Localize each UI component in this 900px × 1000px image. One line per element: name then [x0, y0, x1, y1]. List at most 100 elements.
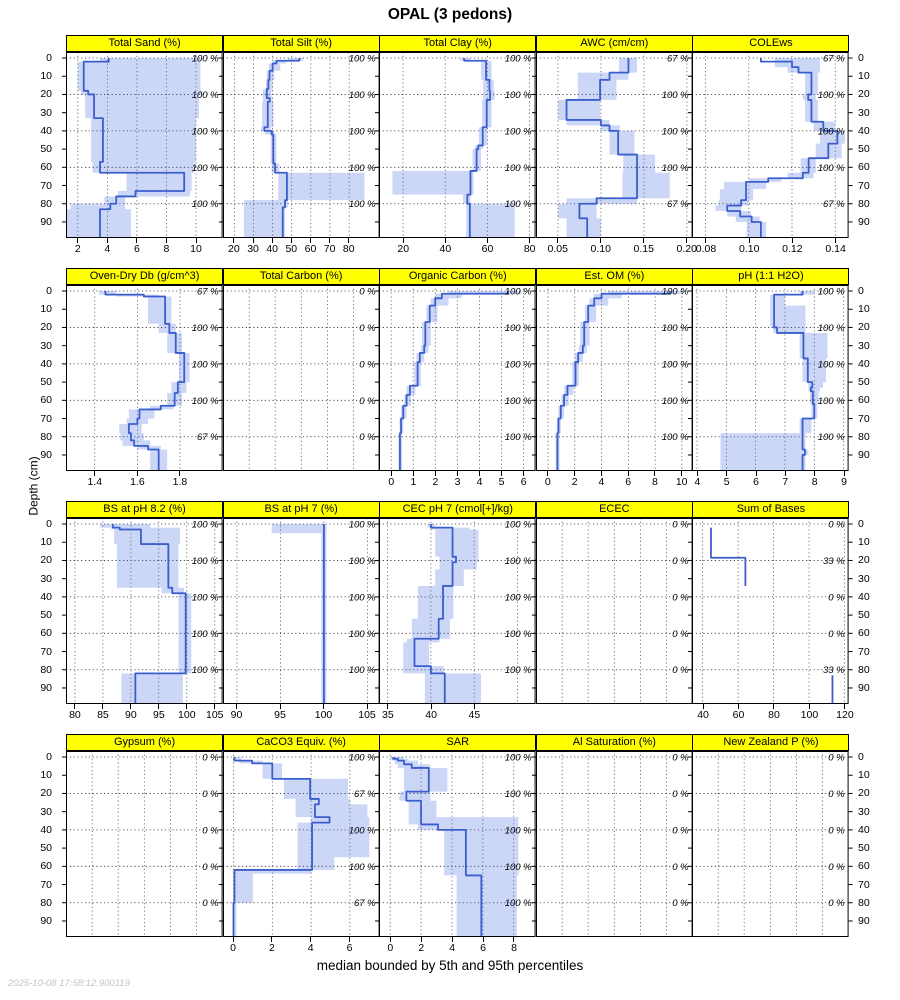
depth-tick-label: 30	[858, 572, 870, 585]
x-axis: 35 40 45	[379, 704, 536, 730]
depth-tick-label: 90	[858, 448, 870, 461]
depth-tick-label: 10	[40, 303, 52, 316]
x-tick-label: 2	[418, 942, 425, 954]
page-title: OPAL (3 pedons)	[387, 6, 513, 23]
x-tick-label: 8	[511, 942, 517, 954]
x-tick	[547, 471, 549, 476]
panel-plot: 100 % 100 % 100 % 100 % 100 %	[62, 518, 223, 704]
x-tick	[529, 238, 531, 243]
depth-tick-label: 60	[40, 860, 52, 873]
panel-plot: 100 % 100 % 100 % 100 % 100 %	[218, 52, 380, 238]
contributing-fraction-label: 100 %	[818, 126, 845, 137]
contributing-fraction-label: 100 %	[818, 432, 845, 443]
y-axis-right: 0 10 20 30 40 50 60 70 80 90	[849, 751, 899, 937]
depth-tick-label: 50	[858, 609, 870, 622]
depth-tick-label: 30	[40, 106, 52, 119]
contributing-fraction-label: 67 %	[823, 54, 845, 65]
contributing-fraction-label: 0 %	[202, 753, 219, 764]
x-tick	[513, 937, 515, 942]
depth-tick-label: 80	[858, 663, 870, 676]
timestamp: 2025-10-08 17:58:12.900119	[8, 978, 130, 989]
depth-tick-label: 80	[40, 896, 52, 909]
contributing-fraction-label: 0 %	[359, 432, 376, 443]
x-axis: 20 40 60 80	[379, 238, 536, 264]
x-tick-label: 0.14	[825, 243, 846, 255]
y-axis-right: 0 10 20 30 40 50 60 70 80 90	[849, 518, 899, 704]
x-tick	[808, 704, 810, 709]
contributing-fraction-label: 100 %	[661, 359, 688, 370]
panel-strip: Organic Carbon (%)	[379, 268, 537, 285]
contributing-fraction-label: 100 %	[348, 753, 375, 764]
x-tick-label: 10	[190, 243, 202, 255]
depth-tick-label: 30	[858, 339, 870, 352]
x-tick	[755, 471, 757, 476]
panel-strip: Est. OM (%)	[535, 268, 693, 285]
depth-tick-label: 70	[858, 179, 870, 192]
depth-tick-label: 70	[40, 878, 52, 891]
x-axis: 0 1 2 3 4 5 6	[379, 471, 536, 497]
depth-tick-label: 40	[40, 823, 52, 836]
x-tick	[323, 704, 324, 709]
x-tick	[348, 238, 350, 243]
contributing-fraction-label: 100 %	[661, 287, 688, 298]
depth-tick-label: 10	[858, 303, 870, 316]
depth-tick-label: 90	[40, 681, 52, 694]
x-tick-label: 8	[651, 476, 658, 488]
contributing-fraction-label: 100 %	[192, 163, 219, 174]
x-tick-label: 85	[97, 709, 109, 721]
x-tick	[420, 937, 422, 942]
panel-strip: Total Clay (%)	[379, 35, 537, 52]
contributing-fraction-label: 100 %	[192, 126, 219, 137]
x-tick-label: 1	[410, 476, 417, 488]
x-tick	[309, 238, 311, 243]
contributing-fraction-label: 67 %	[197, 432, 219, 443]
depth-tick-label: 30	[40, 572, 52, 585]
x-tick-label: 60	[481, 243, 494, 255]
depth-tick-label: 80	[40, 430, 52, 443]
x-tick-label: 2	[432, 476, 439, 488]
x-tick-label: 0	[387, 942, 394, 954]
x-tick-label: 45	[468, 709, 481, 721]
panel-strip: Gypsum (%)	[66, 734, 224, 751]
depth-tick-label: 30	[858, 805, 870, 818]
contributing-fraction-label: 100 %	[818, 90, 845, 101]
x-tick	[214, 704, 216, 709]
contributing-fraction-label: 100 %	[505, 592, 532, 603]
panel-strip: pH (1:1 H2O)	[692, 268, 850, 285]
x-tick-label: 50	[285, 243, 298, 255]
x-tick	[681, 471, 683, 476]
x-tick-label: 40	[697, 709, 709, 721]
x-tick	[349, 937, 350, 942]
depth-tick-label: 30	[40, 805, 52, 818]
x-tick-label: 1.8	[172, 476, 188, 488]
depth-tick-label: 0	[858, 285, 864, 297]
y-axis-left: 0 10 20 30 40 50 60 70 80 90	[0, 52, 66, 238]
panel-strip: Total Sand (%)	[66, 35, 224, 52]
contributing-fraction-label: 100 %	[348, 163, 375, 174]
x-tick	[412, 471, 414, 476]
contributing-fraction-label: 0 %	[672, 520, 689, 531]
panel-strip: BS at pH 7 (%)	[222, 501, 380, 518]
contributing-fraction-label: 100 %	[661, 90, 688, 101]
x-tick	[233, 238, 235, 243]
contributing-fraction-label: 100 %	[505, 753, 532, 764]
depth-tick-label: 60	[858, 627, 870, 640]
x-tick-label: 4	[104, 243, 111, 255]
x-tick	[195, 238, 197, 243]
x-tick-label: 1.4	[87, 476, 103, 488]
x-tick-label: 80	[523, 243, 536, 255]
contributing-fraction-label: 100 %	[348, 126, 375, 137]
x-tick-label: 90	[125, 709, 137, 721]
depth-tick-label: 0	[46, 52, 52, 64]
x-tick	[844, 704, 846, 709]
contributing-fraction-label: 100 %	[192, 90, 219, 101]
contributing-fraction-label: 100 %	[192, 556, 219, 567]
x-tick-label: 0.15	[633, 243, 654, 255]
x-tick	[402, 238, 404, 243]
x-tick-label: 4	[449, 942, 456, 954]
x-tick-label: 0.10	[590, 243, 611, 255]
x-tick-label: 40	[425, 709, 437, 721]
depth-tick-label: 50	[858, 376, 870, 389]
contributing-fraction-label: 0 %	[672, 825, 689, 836]
x-axis: 0.05 0.10 0.15 0.20	[536, 238, 697, 264]
